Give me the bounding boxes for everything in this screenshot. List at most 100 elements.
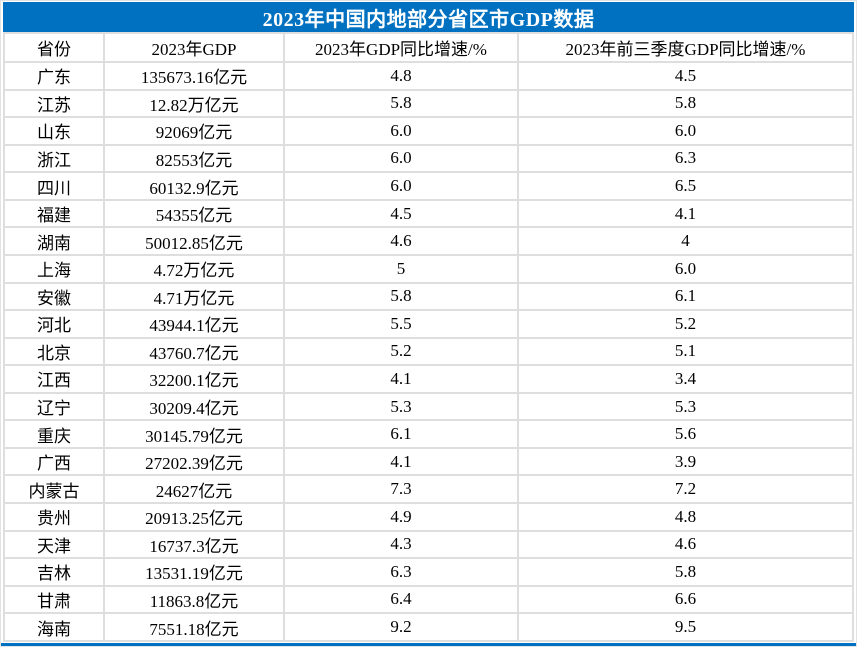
yoy-growth-cell: 6.1 bbox=[283, 419, 519, 449]
yoy-growth-cell: 4.3 bbox=[283, 529, 519, 560]
yoy-growth-cell: 6.3 bbox=[283, 557, 519, 587]
table-row: 天津 16737.3亿元 4.3 4.6 bbox=[3, 529, 854, 560]
gdp-value-cell: 135673.16亿元 bbox=[103, 61, 285, 91]
header-province: 省份 bbox=[3, 32, 105, 63]
yoy-growth-cell: 4.9 bbox=[283, 502, 519, 532]
province-cell: 重庆 bbox=[3, 419, 105, 449]
header-q3-growth: 2023年前三季度GDP同比增速/% bbox=[517, 32, 854, 63]
q3-growth-cell: 6.0 bbox=[517, 116, 854, 146]
yoy-growth-cell: 4.1 bbox=[283, 364, 519, 394]
q3-growth-cell: 4.6 bbox=[517, 529, 854, 560]
gdp-value-cell: 12.82万亿元 bbox=[103, 88, 285, 119]
table-title: 2023年中国内地部分省区市GDP数据 bbox=[3, 2, 854, 32]
yoy-growth-cell: 5.8 bbox=[283, 88, 519, 119]
province-cell: 湖南 bbox=[3, 226, 105, 256]
gdp-value-cell: 60132.9亿元 bbox=[103, 171, 285, 201]
province-cell: 贵州 bbox=[3, 502, 105, 532]
gdp-value-cell: 43760.7亿元 bbox=[103, 336, 285, 367]
province-cell: 江西 bbox=[3, 364, 105, 394]
yoy-growth-cell: 7.3 bbox=[283, 474, 519, 504]
table-row: 河北 43944.1亿元 5.5 5.2 bbox=[3, 309, 854, 339]
yoy-growth-cell: 5 bbox=[283, 253, 519, 284]
table-row: 贵州 20913.25亿元 4.9 4.8 bbox=[3, 502, 854, 532]
gdp-value-cell: 24627亿元 bbox=[103, 474, 285, 504]
gdp-value-cell: 50012.85亿元 bbox=[103, 226, 285, 256]
yoy-growth-cell: 6.0 bbox=[283, 143, 519, 174]
q3-growth-cell: 3.9 bbox=[517, 446, 854, 477]
q3-growth-cell: 7.2 bbox=[517, 474, 854, 504]
yoy-growth-cell: 4.5 bbox=[283, 198, 519, 229]
q3-growth-cell: 4.8 bbox=[517, 502, 854, 532]
q3-growth-cell: 5.8 bbox=[517, 557, 854, 587]
gdp-value-cell: 54355亿元 bbox=[103, 198, 285, 229]
header-yoy-growth: 2023年GDP同比增速/% bbox=[283, 32, 519, 63]
gdp-value-cell: 27202.39亿元 bbox=[103, 446, 285, 477]
table-row: 安徽 4.71万亿元 5.8 6.1 bbox=[3, 281, 854, 312]
table-row: 上海 4.72万亿元 5 6.0 bbox=[3, 253, 854, 284]
q3-growth-cell: 5.3 bbox=[517, 391, 854, 422]
province-cell: 甘肃 bbox=[3, 584, 105, 615]
q3-growth-cell: 4.1 bbox=[517, 198, 854, 229]
table-row: 重庆 30145.79亿元 6.1 5.6 bbox=[3, 419, 854, 449]
province-cell: 浙江 bbox=[3, 143, 105, 174]
province-cell: 吉林 bbox=[3, 557, 105, 587]
q3-growth-cell: 6.5 bbox=[517, 171, 854, 201]
q3-growth-cell: 6.1 bbox=[517, 281, 854, 312]
table-row: 吉林 13531.19亿元 6.3 5.8 bbox=[3, 557, 854, 587]
table-row: 湖南 50012.85亿元 4.6 4 bbox=[3, 226, 854, 256]
q3-growth-cell: 5.8 bbox=[517, 88, 854, 119]
province-cell: 广东 bbox=[3, 61, 105, 91]
q3-growth-cell: 3.4 bbox=[517, 364, 854, 394]
province-cell: 福建 bbox=[3, 198, 105, 229]
table-row: 辽宁 30209.4亿元 5.3 5.3 bbox=[3, 391, 854, 422]
q3-growth-cell: 9.5 bbox=[517, 612, 854, 642]
gdp-value-cell: 82553亿元 bbox=[103, 143, 285, 174]
q3-growth-cell: 5.6 bbox=[517, 419, 854, 449]
gdp-value-cell: 92069亿元 bbox=[103, 116, 285, 146]
q3-growth-cell: 4 bbox=[517, 226, 854, 256]
table-row: 广东 135673.16亿元 4.8 4.5 bbox=[3, 61, 854, 91]
yoy-growth-cell: 4.6 bbox=[283, 226, 519, 256]
province-cell: 山东 bbox=[3, 116, 105, 146]
table-row: 四川 60132.9亿元 6.0 6.5 bbox=[3, 171, 854, 201]
province-cell: 河北 bbox=[3, 309, 105, 339]
q3-growth-cell: 6.0 bbox=[517, 253, 854, 284]
q3-growth-cell: 6.6 bbox=[517, 584, 854, 615]
province-cell: 江苏 bbox=[3, 88, 105, 119]
header-gdp-2023: 2023年GDP bbox=[103, 32, 285, 63]
province-cell: 天津 bbox=[3, 529, 105, 560]
gdp-value-cell: 30209.4亿元 bbox=[103, 391, 285, 422]
yoy-growth-cell: 4.1 bbox=[283, 446, 519, 477]
gdp-value-cell: 7551.18亿元 bbox=[103, 612, 285, 642]
gdp-value-cell: 16737.3亿元 bbox=[103, 529, 285, 560]
table-row: 内蒙古 24627亿元 7.3 7.2 bbox=[3, 474, 854, 504]
q3-growth-cell: 6.3 bbox=[517, 143, 854, 174]
table-row: 海南 7551.18亿元 9.2 9.5 bbox=[3, 612, 854, 642]
province-cell: 安徽 bbox=[3, 281, 105, 312]
province-cell: 辽宁 bbox=[3, 391, 105, 422]
q3-growth-cell: 5.2 bbox=[517, 309, 854, 339]
q3-growth-cell: 5.1 bbox=[517, 336, 854, 367]
yoy-growth-cell: 5.5 bbox=[283, 309, 519, 339]
q3-growth-cell: 4.5 bbox=[517, 61, 854, 91]
province-cell: 四川 bbox=[3, 171, 105, 201]
table-row: 江苏 12.82万亿元 5.8 5.8 bbox=[3, 88, 854, 119]
yoy-growth-cell: 5.8 bbox=[283, 281, 519, 312]
yoy-growth-cell: 5.3 bbox=[283, 391, 519, 422]
table-row: 北京 43760.7亿元 5.2 5.1 bbox=[3, 336, 854, 367]
province-cell: 广西 bbox=[3, 446, 105, 477]
yoy-growth-cell: 5.2 bbox=[283, 336, 519, 367]
gdp-value-cell: 30145.79亿元 bbox=[103, 419, 285, 449]
yoy-growth-cell: 6.0 bbox=[283, 116, 519, 146]
table-row: 山东 92069亿元 6.0 6.0 bbox=[3, 116, 854, 146]
gdp-value-cell: 11863.8亿元 bbox=[103, 584, 285, 615]
yoy-growth-cell: 9.2 bbox=[283, 612, 519, 642]
gdp-value-cell: 20913.25亿元 bbox=[103, 502, 285, 532]
province-cell: 北京 bbox=[3, 336, 105, 367]
gdp-value-cell: 43944.1亿元 bbox=[103, 309, 285, 339]
yoy-growth-cell: 6.4 bbox=[283, 584, 519, 615]
province-cell: 海南 bbox=[3, 612, 105, 642]
gdp-value-cell: 32200.1亿元 bbox=[103, 364, 285, 394]
province-cell: 内蒙古 bbox=[3, 474, 105, 504]
